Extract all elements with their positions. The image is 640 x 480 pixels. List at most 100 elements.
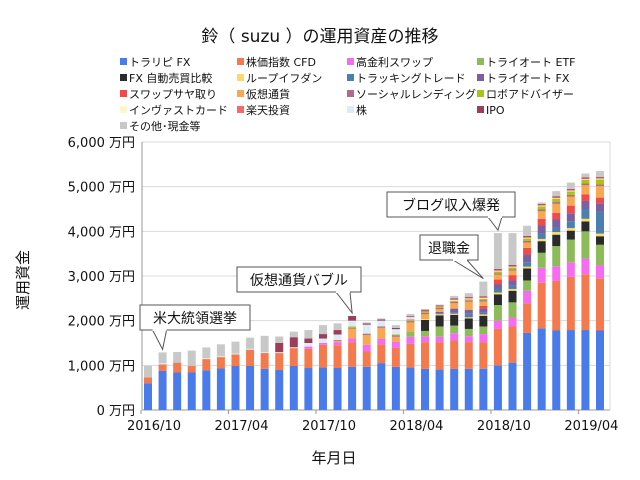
- legend-swatch: [237, 90, 244, 97]
- bar-segment: [377, 363, 386, 410]
- legend-label: ロボアドバイザー: [486, 88, 574, 101]
- bar-segment: [377, 338, 386, 345]
- bar-stack: [450, 295, 459, 410]
- bar-segment: [566, 182, 575, 189]
- bar-segment: [216, 344, 225, 357]
- bar-segment: [566, 221, 575, 228]
- bar-segment: [566, 276, 575, 331]
- legend-label: トライオート FX: [486, 72, 570, 85]
- bar-segment: [508, 267, 517, 270]
- bar-stack: [144, 365, 152, 410]
- bar-stack: [304, 330, 313, 410]
- bar-segment: [479, 342, 488, 369]
- legend-item: ループイフダン: [237, 71, 322, 85]
- bar-segment: [421, 311, 430, 313]
- bar-segment: [406, 321, 415, 323]
- bar-segment: [391, 329, 400, 335]
- bar-segment: [552, 198, 561, 203]
- bar-segment: [479, 298, 488, 299]
- bar-segment: [333, 345, 342, 369]
- bar-segment: [450, 300, 459, 302]
- bar-segment: [537, 218, 546, 226]
- bar-segment: [479, 308, 488, 313]
- legend-item: 株価指数 CFD: [237, 55, 316, 69]
- bar-segment: [421, 309, 430, 310]
- bar-segment: [552, 203, 561, 213]
- bar-segment: [581, 183, 590, 186]
- bar-segment: [333, 330, 342, 335]
- legend-item: インヴァストカード: [120, 103, 228, 117]
- bar-segment: [566, 227, 575, 231]
- legend-swatch: [477, 58, 484, 65]
- bar-segment: [523, 225, 532, 237]
- bar-segment: [348, 326, 357, 328]
- chart-title: 鈴（ suzu ）の運用資産の推移: [201, 27, 438, 47]
- bar-segment: [275, 336, 284, 343]
- bar-segment: [391, 327, 400, 330]
- bar-segment: [552, 227, 561, 233]
- bar-segment: [537, 202, 546, 204]
- bar-segment: [333, 342, 342, 346]
- bar-segment: [216, 356, 225, 358]
- y-tick-label: 2,000 万円: [68, 315, 135, 330]
- bar-segment: [391, 366, 400, 410]
- bar-stack: [537, 202, 546, 410]
- bar-segment: [566, 194, 575, 197]
- bar-segment: [537, 205, 546, 207]
- bar-segment: [144, 383, 152, 410]
- bar-segment: [421, 319, 430, 320]
- bar-segment: [581, 177, 590, 179]
- bar-segment: [479, 312, 488, 315]
- bar-segment: [391, 347, 400, 367]
- legend-item: トラリピ FX: [120, 56, 191, 69]
- bar-stack: [523, 225, 532, 410]
- bar-segment: [173, 372, 182, 410]
- bar-segment: [450, 298, 459, 300]
- bar-segment: [450, 308, 459, 313]
- bar-stack: [318, 325, 327, 410]
- legend-label: その他･現金等: [129, 119, 201, 133]
- bar-segment: [596, 178, 604, 180]
- bar-segment: [552, 246, 561, 267]
- legend-label: 楽天投資: [246, 103, 290, 117]
- bar-segment: [523, 280, 532, 291]
- bar-segment: [493, 365, 502, 410]
- bar-segment: [479, 296, 488, 298]
- bar-segment: [508, 275, 517, 281]
- bar-stack: [406, 313, 415, 410]
- bar-segment: [391, 325, 400, 328]
- bar-segment: [450, 314, 459, 326]
- bar-segment: [435, 311, 444, 314]
- bar-segment: [537, 238, 546, 242]
- bar-segment: [435, 326, 444, 337]
- annotation-callout: 米大統領選挙: [139, 304, 251, 351]
- bar-segment: [581, 178, 590, 180]
- bar-segment: [450, 301, 459, 304]
- bar-stack: [260, 335, 269, 410]
- y-tick-label: 4,000 万円: [68, 225, 135, 240]
- bar-segment: [479, 281, 488, 297]
- bar-segment: [552, 196, 561, 198]
- legend-label: FX 自動売買比較: [129, 71, 212, 85]
- legend-label: 株価指数 CFD: [246, 55, 316, 69]
- bar-stack: [508, 233, 517, 410]
- bar-segment: [464, 318, 473, 329]
- bar-segment: [581, 231, 590, 259]
- bar-segment: [493, 233, 502, 270]
- bar-segment: [508, 233, 517, 266]
- bar-stack: [377, 318, 386, 410]
- bar-segment: [523, 238, 532, 241]
- annotation-label: 米大統領選挙: [153, 310, 237, 327]
- legend-item: 高金利スワップ: [347, 55, 433, 69]
- legend-swatch: [120, 90, 127, 97]
- bar-segment: [581, 209, 590, 219]
- legend-swatch: [347, 90, 354, 97]
- bar-segment: [231, 366, 240, 410]
- x-tick-label: 2018/04: [389, 419, 443, 434]
- bar-segment: [275, 343, 284, 353]
- bar-segment: [523, 236, 532, 237]
- bar-segment: [552, 266, 561, 281]
- bar-segment: [421, 368, 430, 410]
- bar-segment: [493, 288, 502, 293]
